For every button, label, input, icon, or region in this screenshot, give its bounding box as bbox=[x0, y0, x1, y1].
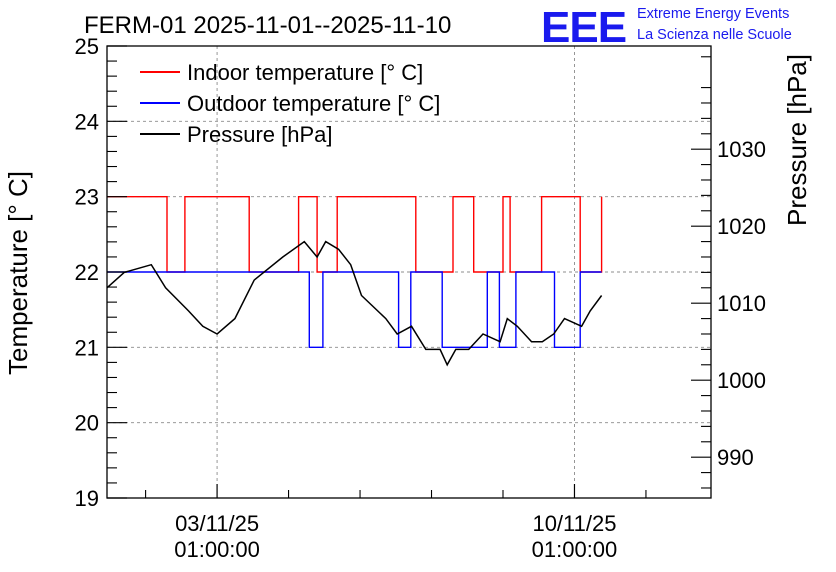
y-left-tick-label: 25 bbox=[75, 34, 99, 59]
y-left-tick-label: 22 bbox=[75, 260, 99, 285]
y-left-tick-label: 20 bbox=[75, 411, 99, 436]
eee-logo-mark: EEE bbox=[541, 3, 626, 52]
y-left-tick-label: 24 bbox=[75, 109, 99, 134]
logo-line-2: La Scienza nelle Scuole bbox=[637, 27, 792, 43]
x-tick-label-time: 01:00:00 bbox=[532, 537, 618, 562]
chart-title: FERM-01 2025-11-01--2025-11-10 bbox=[84, 12, 451, 39]
y-right-tick-label: 990 bbox=[717, 445, 754, 470]
y-axis-left-title: Temperature [° C] bbox=[3, 171, 33, 375]
legend-label-outdoor: Outdoor temperature [° C] bbox=[187, 91, 440, 116]
y-right-tick-label: 1030 bbox=[717, 137, 766, 162]
legend-label-indoor: Indoor temperature [° C] bbox=[187, 60, 423, 85]
y-left-tick-label: 19 bbox=[75, 486, 99, 511]
series-line-pressure bbox=[106, 240, 603, 367]
axes: 19 20 21 22 23 24 25 990 1000 1010 1020 1030 03/11/2… bbox=[75, 34, 766, 562]
y-left-tick-label: 21 bbox=[75, 335, 99, 360]
series-line-indoor-temperature bbox=[107, 196, 603, 273]
y-right-tick-label: 1000 bbox=[717, 368, 766, 393]
y-right-tick-label: 1020 bbox=[717, 214, 766, 239]
x-tick-label-date: 03/11/25 bbox=[175, 511, 259, 536]
legend: Indoor temperature [° C] Outdoor tempera… bbox=[140, 60, 440, 147]
y-axis-right-title: Pressure [hPa] bbox=[782, 54, 812, 226]
logo-line-1: Extreme Energy Events bbox=[637, 6, 789, 22]
x-tick-label-date: 10/11/25 bbox=[532, 511, 616, 536]
data-series bbox=[106, 196, 603, 367]
eee-logo: EEE Extreme Energy Events La Scienza nel… bbox=[541, 3, 792, 52]
legend-label-pressure: Pressure [hPa] bbox=[187, 122, 333, 147]
x-tick-label-time: 01:00:00 bbox=[174, 537, 260, 562]
y-left-tick-label: 23 bbox=[75, 185, 99, 210]
y-right-tick-label: 1010 bbox=[717, 291, 766, 316]
series-line-outdoor-temperature bbox=[107, 271, 602, 348]
